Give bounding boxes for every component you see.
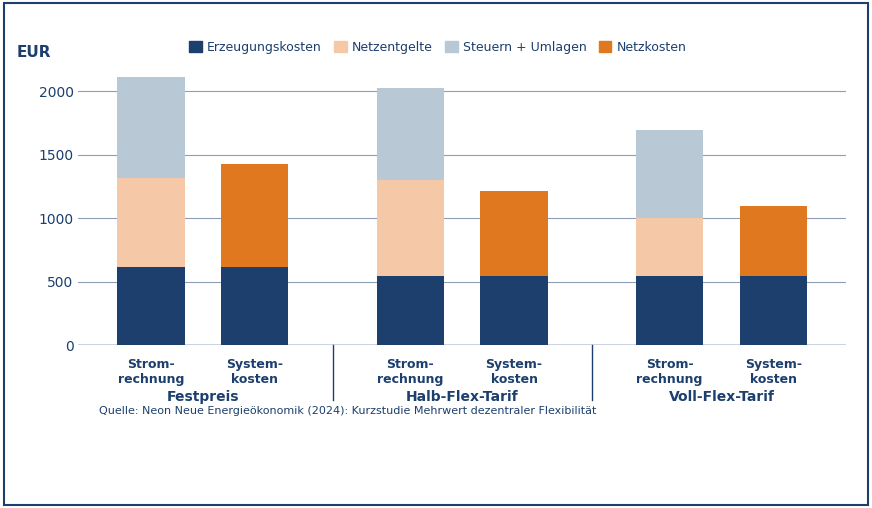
Bar xyxy=(377,276,444,345)
Bar xyxy=(118,78,185,178)
Bar xyxy=(480,190,548,276)
Text: Quelle: Neon Neue Energieökonomik (2024): Kurzstudie Mehrwert dezentraler Flexib: Quelle: Neon Neue Energieökonomik (2024)… xyxy=(99,406,596,417)
Bar xyxy=(636,218,703,276)
Bar xyxy=(221,267,289,345)
Bar xyxy=(221,164,289,267)
Bar xyxy=(636,276,703,345)
Legend: Erzeugungskosten, Netzentgelte, Steuern + Umlagen, Netzkosten: Erzeugungskosten, Netzentgelte, Steuern … xyxy=(185,36,691,59)
Text: System-
kosten: System- kosten xyxy=(226,358,283,386)
Text: System-
kosten: System- kosten xyxy=(745,358,801,386)
Text: Voll-Flex-Tarif: Voll-Flex-Tarif xyxy=(669,390,774,404)
Text: Strom-
rechnung: Strom- rechnung xyxy=(118,358,184,386)
Bar xyxy=(739,276,807,345)
Text: EUR: EUR xyxy=(17,45,51,60)
Text: Halb-Flex-Tarif: Halb-Flex-Tarif xyxy=(405,390,519,404)
Bar xyxy=(118,178,185,267)
Bar xyxy=(739,206,807,276)
Text: System-
kosten: System- kosten xyxy=(486,358,542,386)
Bar xyxy=(480,276,548,345)
Text: Festpreis: Festpreis xyxy=(167,390,239,404)
Bar xyxy=(377,180,444,276)
Bar xyxy=(377,87,444,180)
Text: Strom-
rechnung: Strom- rechnung xyxy=(637,358,703,386)
Bar xyxy=(118,267,185,345)
Bar xyxy=(636,130,703,218)
Text: Strom-
rechnung: Strom- rechnung xyxy=(377,358,444,386)
